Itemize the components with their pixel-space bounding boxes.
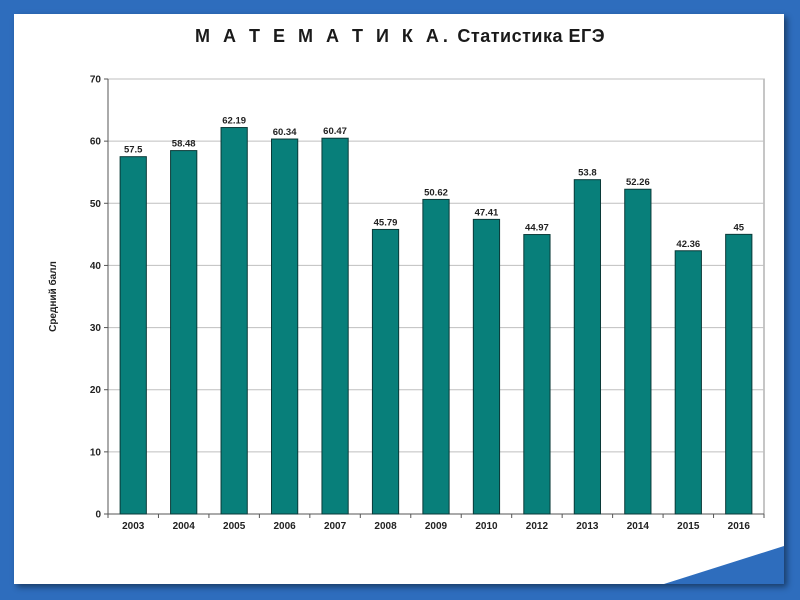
chart-title-subtitle: Статистика ЕГЭ [457, 26, 606, 46]
y-tick-label: 20 [90, 385, 102, 396]
y-tick-label: 0 [95, 510, 101, 521]
y-tick-label: 40 [90, 261, 102, 272]
y-tick-label: 10 [90, 447, 102, 458]
corner-decoration [664, 546, 784, 584]
x-tick-label-2006: 2006 [273, 521, 296, 532]
x-tick-label-2009: 2009 [425, 521, 448, 532]
x-tick-label-2014: 2014 [627, 521, 650, 532]
x-tick-label-2005: 2005 [223, 521, 246, 532]
y-axis-label: Средний балл [47, 261, 59, 332]
data-label-2010: 47.41 [475, 207, 499, 218]
x-tick-label-2004: 2004 [173, 521, 196, 532]
bar-2014 [624, 188, 652, 515]
y-tick-label: 50 [90, 199, 102, 210]
data-label-2006: 60.34 [273, 127, 297, 138]
x-tick-label-2013: 2013 [576, 521, 599, 532]
bar-2005 [220, 127, 248, 515]
x-tick-label-2007: 2007 [324, 521, 347, 532]
bars [119, 127, 753, 515]
data-label-2014: 52.26 [626, 177, 650, 188]
y-tick-label: 30 [90, 323, 102, 334]
x-tick-label-2016: 2016 [728, 521, 751, 532]
bar-2012 [523, 234, 551, 515]
x-tick-label-2015: 2015 [677, 521, 700, 532]
x-tick-label-2012: 2012 [526, 521, 549, 532]
bar-2003 [119, 156, 147, 515]
bar-2004 [170, 150, 198, 515]
bar-2010 [472, 218, 501, 515]
data-label-2015: 42.36 [676, 239, 700, 250]
y-tick-label: 70 [90, 75, 102, 86]
data-label-2012: 44.97 [525, 223, 549, 234]
data-label-2008: 45.79 [374, 217, 398, 228]
bar-2015 [674, 250, 702, 515]
x-tick-label-2003: 2003 [122, 521, 145, 532]
bar-2013 [573, 179, 602, 515]
y-tick-label: 60 [90, 137, 102, 148]
data-label-2004: 58.48 [172, 139, 196, 150]
chart-title-subject: М А Т Е М А Т И К А. [194, 26, 452, 46]
data-label-2005: 62.19 [222, 116, 246, 127]
data-label-2009: 50.62 [424, 187, 448, 198]
chart-title: М А Т Е М А Т И К А. Статистика ЕГЭ [0, 26, 800, 47]
bar-2007 [321, 137, 349, 515]
bar-2006 [270, 138, 299, 515]
data-labels: 57.5 58.48 62.19 60.34 60.47 45.79 50.62 47.41 4… [124, 116, 745, 250]
bar-2008 [371, 228, 400, 515]
data-label-2003: 57.5 [124, 145, 143, 156]
x-tick-label-2010: 2010 [475, 521, 498, 532]
data-label-2016: 45 [733, 222, 744, 233]
data-label-2007: 60.47 [323, 126, 347, 137]
data-label-2013: 53.8 [578, 168, 597, 179]
tick-labels: 0 10 20 30 40 50 60 70 2003 2004 2005 2006 2007 2008 2… [90, 75, 750, 533]
x-tick-label-2008: 2008 [374, 521, 397, 532]
bar-2009 [422, 198, 450, 515]
bar-2016 [725, 233, 753, 515]
